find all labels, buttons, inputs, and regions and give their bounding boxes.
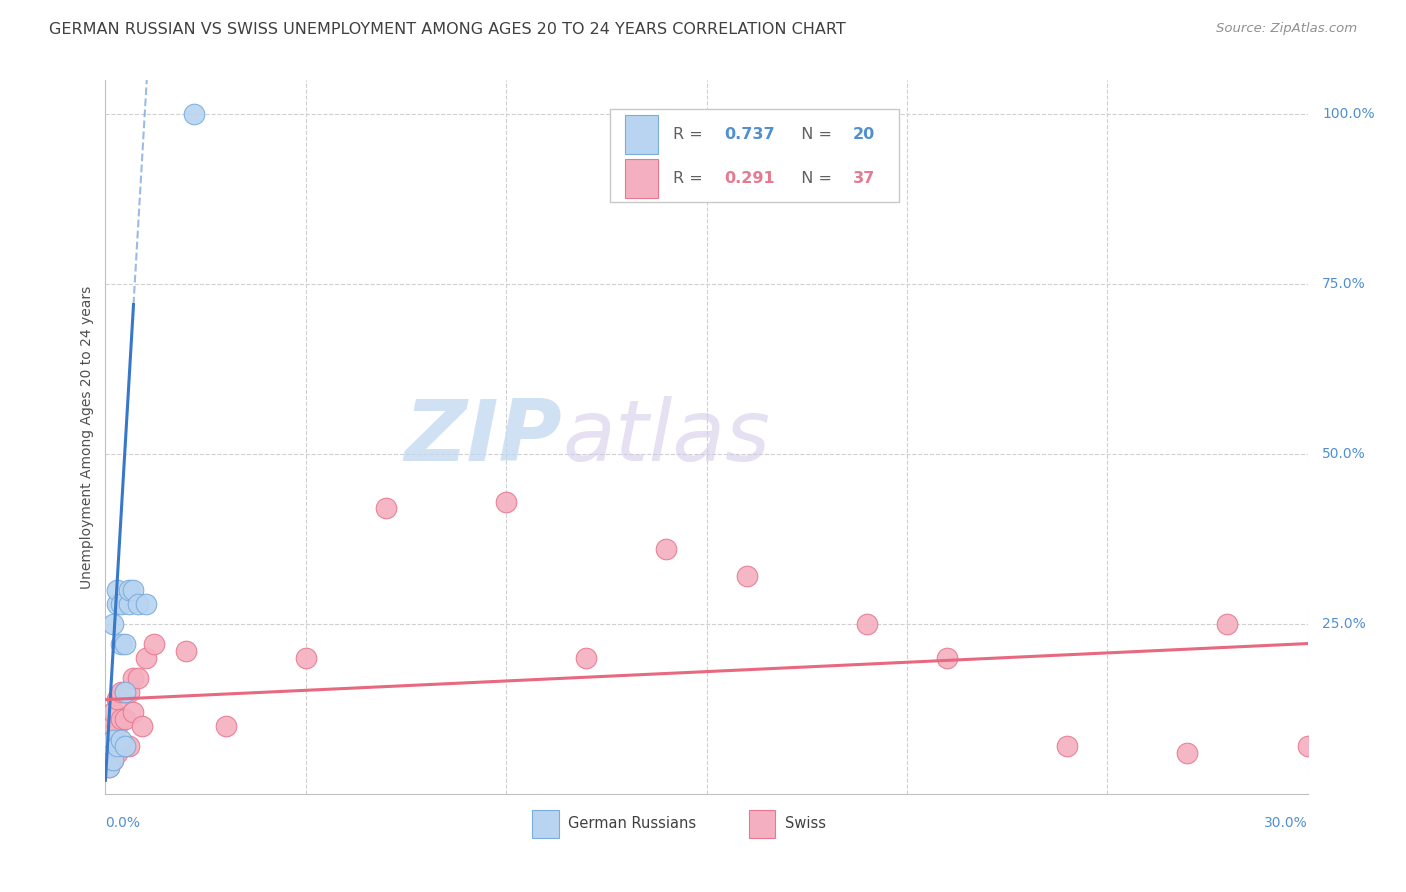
Text: GERMAN RUSSIAN VS SWISS UNEMPLOYMENT AMONG AGES 20 TO 24 YEARS CORRELATION CHART: GERMAN RUSSIAN VS SWISS UNEMPLOYMENT AMO…	[49, 22, 846, 37]
Text: atlas: atlas	[562, 395, 770, 479]
Point	[135, 597, 157, 611]
Point	[110, 712, 132, 726]
Point	[1056, 739, 1078, 754]
Point	[118, 582, 141, 597]
Point	[110, 637, 132, 651]
Point	[103, 617, 125, 632]
Point	[131, 719, 153, 733]
Point	[103, 706, 125, 720]
Text: R =: R =	[673, 171, 707, 186]
Text: 20: 20	[853, 128, 876, 143]
Point	[1216, 617, 1239, 632]
Point	[98, 760, 121, 774]
Point	[107, 691, 129, 706]
Point	[174, 644, 197, 658]
Point	[103, 732, 125, 747]
Point	[142, 637, 165, 651]
FancyBboxPatch shape	[610, 109, 898, 202]
Point	[98, 739, 121, 754]
Text: Swiss: Swiss	[785, 816, 825, 831]
Point	[118, 739, 141, 754]
Point	[118, 685, 141, 699]
Point	[295, 651, 318, 665]
Text: 0.0%: 0.0%	[105, 816, 141, 830]
Text: German Russians: German Russians	[568, 816, 696, 831]
Point	[110, 739, 132, 754]
Point	[118, 597, 141, 611]
Point	[122, 582, 145, 597]
Text: 100.0%: 100.0%	[1322, 107, 1375, 121]
Text: 30.0%: 30.0%	[1264, 816, 1308, 830]
Point	[114, 637, 136, 651]
Point	[103, 753, 125, 767]
Point	[114, 739, 136, 754]
Point	[107, 746, 129, 760]
Point	[114, 685, 136, 699]
Point	[495, 494, 517, 508]
Point	[114, 685, 136, 699]
Point	[110, 685, 132, 699]
Point	[1177, 746, 1199, 760]
Text: 0.291: 0.291	[724, 171, 775, 186]
Y-axis label: Unemployment Among Ages 20 to 24 years: Unemployment Among Ages 20 to 24 years	[80, 285, 94, 589]
Point	[127, 671, 149, 685]
Text: 75.0%: 75.0%	[1322, 277, 1365, 291]
Point	[114, 739, 136, 754]
Point	[735, 569, 758, 583]
Text: 50.0%: 50.0%	[1322, 447, 1365, 461]
Point	[98, 739, 121, 754]
Point	[1296, 739, 1319, 754]
Point	[122, 671, 145, 685]
Text: N =: N =	[790, 128, 837, 143]
Point	[135, 651, 157, 665]
Point	[127, 597, 149, 611]
Text: R =: R =	[673, 128, 707, 143]
Bar	[624, 159, 658, 198]
Bar	[624, 115, 658, 154]
Point	[575, 651, 598, 665]
Point	[114, 712, 136, 726]
Bar	[748, 810, 775, 838]
Text: Source: ZipAtlas.com: Source: ZipAtlas.com	[1216, 22, 1357, 36]
Point	[122, 706, 145, 720]
Point	[183, 107, 205, 121]
Text: 0.737: 0.737	[724, 128, 775, 143]
Point	[110, 597, 132, 611]
Point	[107, 582, 129, 597]
Point	[110, 732, 132, 747]
Point	[107, 739, 129, 754]
Point	[107, 719, 129, 733]
Point	[936, 651, 959, 665]
Point	[214, 719, 236, 733]
Text: 25.0%: 25.0%	[1322, 617, 1365, 631]
Point	[855, 617, 877, 632]
Point	[107, 597, 129, 611]
Point	[98, 719, 121, 733]
Point	[374, 501, 398, 516]
Bar	[533, 810, 558, 838]
Point	[103, 753, 125, 767]
Point	[98, 760, 121, 774]
Text: 37: 37	[853, 171, 876, 186]
Text: N =: N =	[790, 171, 837, 186]
Text: ZIP: ZIP	[405, 395, 562, 479]
Point	[655, 542, 678, 557]
Point	[103, 732, 125, 747]
